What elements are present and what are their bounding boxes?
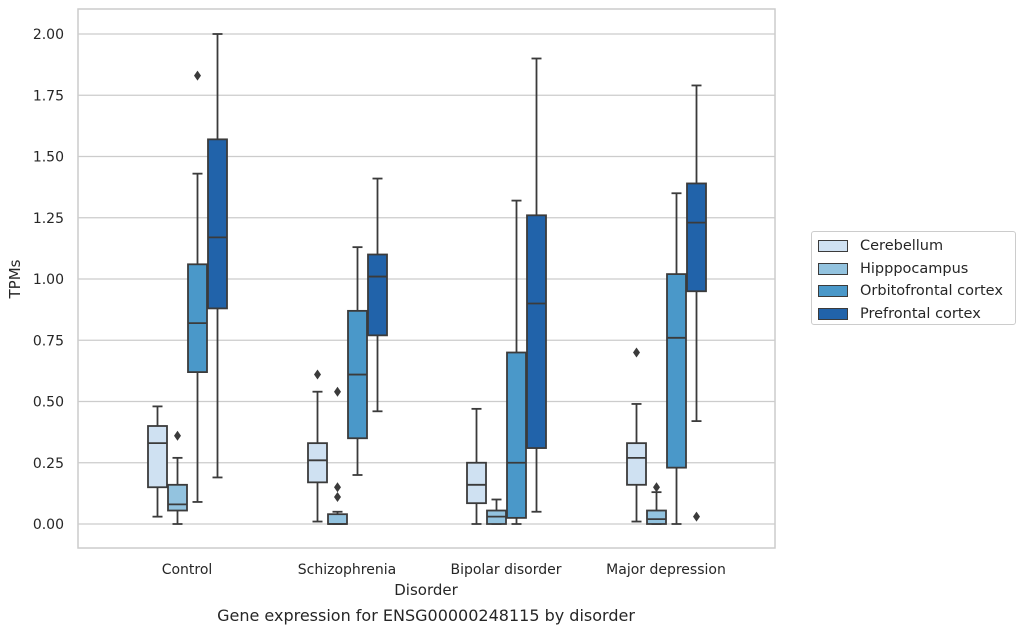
legend-swatch	[818, 240, 848, 252]
box-2-2	[506, 199, 527, 525]
x-tick-labels: Control Schizophrenia Bipolar disorder Majo…	[162, 562, 726, 578]
boxes	[147, 33, 707, 525]
y-tick-label: 0.75	[33, 333, 64, 349]
box-3-2	[666, 192, 687, 525]
box-3-3	[686, 84, 707, 522]
legend-label: Cerebellum	[860, 238, 944, 254]
y-tick-label: 2.00	[33, 27, 64, 43]
box-iqr	[506, 351, 527, 519]
box-iqr	[367, 253, 388, 337]
plot-frame	[77, 8, 776, 549]
box-0-1	[167, 430, 188, 525]
y-tick-labels: 0.00 0.25 0.50 0.75 1.00 1.25 1.50 1.75 2.00	[33, 27, 64, 533]
legend: Cerebellum Hipppocampus Orbitofrontal cort…	[811, 231, 1016, 325]
box-2-0	[466, 407, 487, 525]
legend-label: Orbitofrontal cortex	[860, 283, 1003, 299]
y-tick-label: 1.25	[33, 211, 64, 227]
outlier-marker	[174, 430, 181, 441]
box-iqr	[686, 182, 707, 293]
outlier-marker	[693, 511, 700, 522]
legend-label: Prefrontal cortex	[860, 305, 981, 322]
outlier-marker	[314, 369, 321, 380]
box-iqr	[466, 461, 487, 505]
x-tick-label: Major depression	[606, 562, 726, 578]
legend-item: Hipppocampus	[818, 259, 968, 279]
outlier-marker	[653, 482, 660, 493]
y-tick-label: 0.25	[33, 456, 64, 472]
legend-swatch	[818, 307, 848, 320]
box-0-0	[147, 405, 168, 518]
legend-item: Prefrontal cortex	[818, 304, 981, 324]
x-tick-label: Control	[162, 562, 213, 578]
outlier-marker	[194, 70, 201, 81]
box-0-3	[207, 33, 228, 479]
box-iqr	[626, 442, 647, 486]
box-iqr	[666, 273, 687, 469]
box-iqr	[327, 513, 348, 525]
outlier-marker	[334, 386, 341, 397]
y-tick-label: 0.50	[33, 395, 64, 411]
box-1-3	[367, 177, 388, 413]
x-tick-label: Schizophrenia	[298, 562, 396, 578]
box-iqr	[526, 214, 547, 449]
y-tick-label: 1.75	[33, 88, 64, 104]
box-1-2	[347, 246, 368, 476]
x-axis-title: Disorder	[394, 581, 458, 599]
outlier-marker	[633, 347, 640, 358]
box-iqr	[646, 509, 667, 525]
outlier-marker	[334, 492, 341, 503]
x-tick-label: Bipolar disorder	[450, 562, 561, 578]
legend-swatch	[818, 285, 848, 297]
y-tick-label: 1.50	[33, 150, 64, 166]
legend-label: Hipppocampus	[860, 260, 969, 277]
box-3-0	[626, 347, 647, 523]
y-tick-label: 1.00	[33, 272, 64, 288]
legend-item: Cerebellum	[818, 236, 943, 256]
legend-item: Orbitofrontal cortex	[818, 281, 1003, 301]
box-1-0	[307, 369, 328, 523]
box-iqr	[207, 138, 228, 310]
box-0-2	[187, 70, 208, 503]
chart-title: Gene expression for ENSG00000248115 by d…	[217, 606, 635, 625]
outlier-marker	[334, 482, 341, 493]
box-iqr	[167, 483, 188, 512]
box-iqr	[307, 442, 328, 484]
box-1-1	[327, 386, 348, 525]
box-2-1	[486, 498, 507, 525]
legend-swatch	[818, 262, 848, 275]
y-axis-title: TPMs	[6, 259, 24, 299]
box-iqr	[147, 425, 168, 489]
box-3-1	[646, 482, 667, 525]
box-iqr	[187, 263, 208, 373]
box-2-3	[526, 57, 547, 513]
y-tick-label: 0.00	[33, 517, 64, 533]
